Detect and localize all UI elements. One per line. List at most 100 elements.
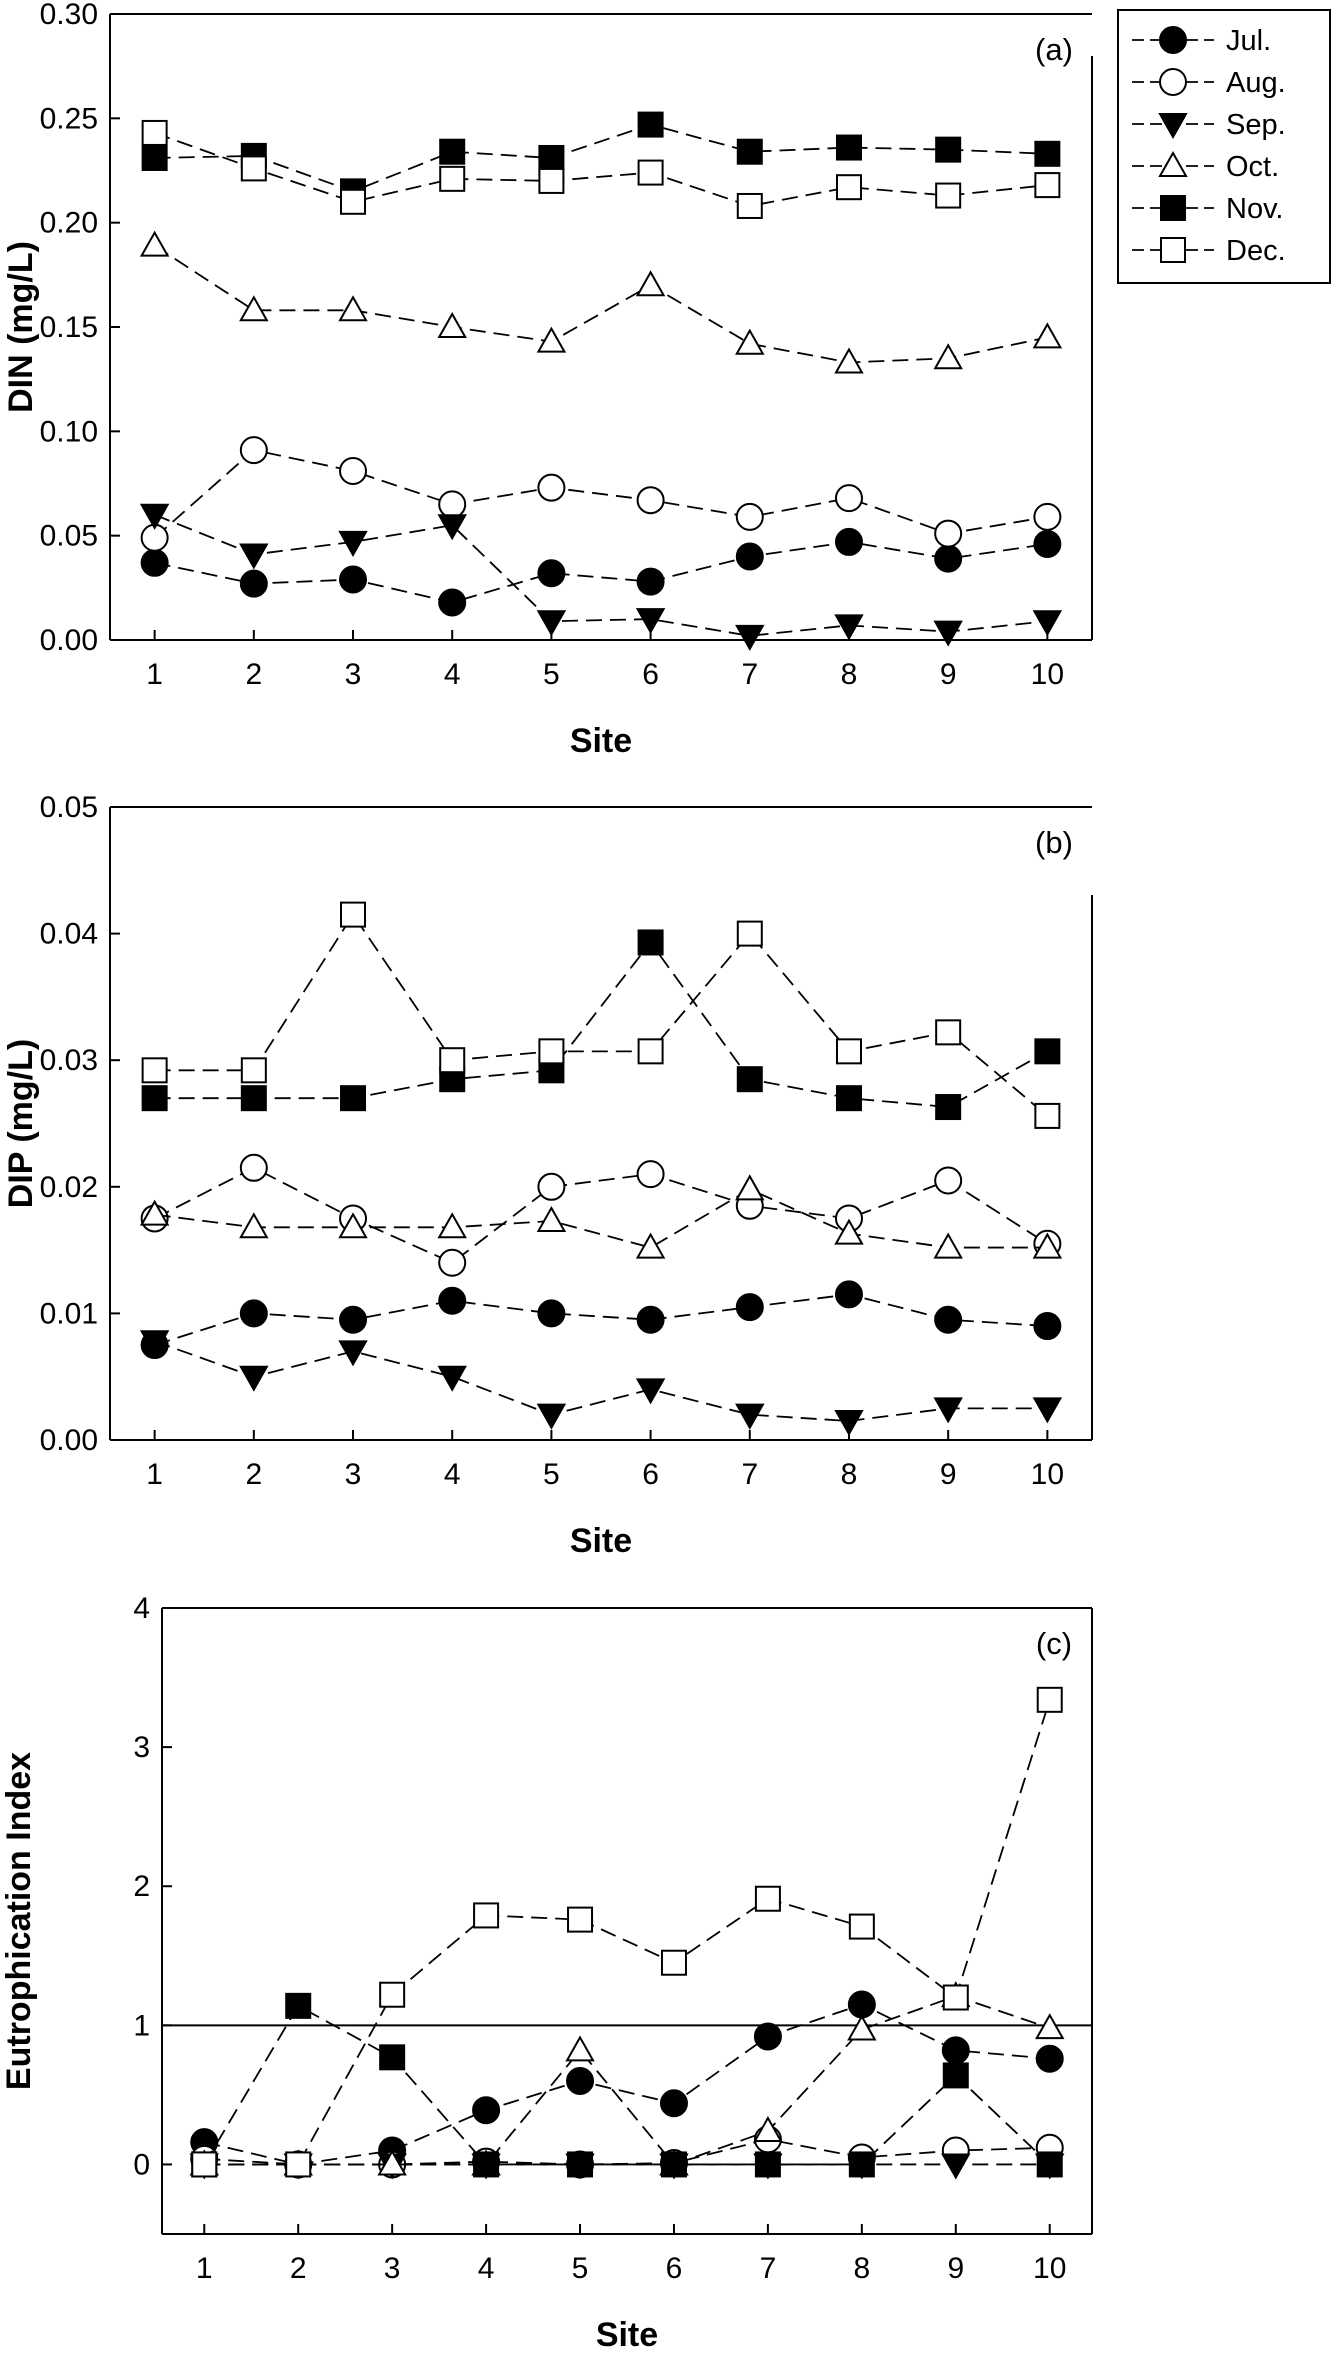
data-point — [141, 1085, 168, 1112]
data-point — [635, 1378, 666, 1405]
data-point — [736, 138, 763, 165]
data-point — [537, 1172, 566, 1201]
data-point — [191, 2151, 218, 2178]
data-point — [934, 519, 963, 548]
data-point — [239, 1153, 268, 1182]
data-point — [636, 567, 665, 596]
series-dec — [141, 119, 1061, 219]
data-point — [754, 1885, 781, 1912]
data-point — [835, 1085, 862, 1112]
data-point — [438, 1286, 467, 1315]
data-point — [141, 119, 168, 146]
data-point — [635, 608, 666, 635]
y-tick-label: 3 — [133, 1731, 150, 1764]
series-oct — [189, 1981, 1065, 2176]
series-sep — [189, 2153, 1065, 2180]
data-point — [848, 2151, 875, 2178]
series-jul — [140, 1280, 1062, 1360]
data-point — [239, 295, 269, 322]
series-line — [204, 2003, 1050, 2166]
y-tick-label: 0.04 — [40, 918, 98, 951]
data-point — [637, 929, 664, 956]
data-point — [1034, 1102, 1061, 1129]
data-point — [736, 192, 763, 219]
data-point — [438, 588, 467, 617]
data-point — [934, 1166, 963, 1195]
series-jul — [190, 1990, 1064, 2179]
series-line — [204, 1995, 1051, 2166]
y-tick-label: 0.03 — [40, 1044, 98, 1077]
x-tick-label: 9 — [940, 658, 957, 691]
x-tick-label: 9 — [947, 2252, 964, 2285]
data-point — [140, 548, 169, 577]
legend-label: Sep. — [1226, 109, 1286, 141]
data-point — [835, 134, 862, 161]
data-point — [338, 530, 368, 557]
data-point — [439, 165, 466, 192]
y-axis-title: DIN (mg/L) — [2, 241, 40, 413]
data-point — [1032, 1232, 1063, 1259]
data-point — [835, 174, 862, 201]
series-dec — [141, 901, 1061, 1129]
series-line — [154, 1293, 1048, 1346]
data-point — [565, 2035, 595, 2062]
data-point — [437, 514, 467, 541]
data-point — [636, 1160, 665, 1189]
data-point — [437, 311, 467, 338]
data-point — [847, 2014, 877, 2041]
legend-label: Nov. — [1226, 193, 1283, 225]
data-point — [141, 144, 168, 171]
data-point — [240, 1057, 267, 1084]
legend: Jul. Aug. Sep. Oct. Nov. Dec. — [1117, 9, 1331, 284]
data-point — [1032, 322, 1063, 349]
y-tick-label: 0.02 — [40, 1171, 98, 1204]
series-dec — [191, 1686, 1063, 2178]
data-point — [338, 1340, 368, 1367]
data-point — [338, 1212, 368, 1239]
data-point — [933, 1397, 963, 1424]
data-point — [735, 1174, 765, 1201]
x-axis-title: Site — [570, 722, 632, 760]
x-tick-label: 7 — [741, 1458, 758, 1491]
y-tick-label: 0.10 — [40, 415, 98, 448]
x-tick-label: 5 — [543, 1458, 560, 1491]
series-line — [154, 449, 1048, 539]
x-tick-label: 5 — [572, 2252, 589, 2285]
data-point — [567, 2151, 594, 2178]
data-point — [537, 473, 566, 502]
data-point — [834, 614, 864, 641]
x-tick-label: 2 — [245, 658, 262, 691]
x-tick-label: 1 — [146, 658, 163, 691]
data-point — [636, 486, 665, 515]
legend-entry: Aug. — [1132, 67, 1286, 99]
series-aug — [140, 1153, 1062, 1277]
series-line — [154, 123, 1048, 193]
series-line — [154, 541, 1048, 604]
data-point — [754, 2151, 781, 2178]
y-tick-label: 0.00 — [40, 624, 98, 657]
x-tick-label: 9 — [940, 1458, 957, 1491]
data-point — [338, 295, 368, 322]
data-point — [1032, 610, 1063, 637]
x-tick-label: 7 — [741, 658, 758, 691]
data-point — [659, 2089, 688, 2118]
data-point — [377, 2149, 407, 2176]
data-point — [567, 1906, 594, 1933]
plot-frame — [161, 1607, 1093, 2235]
legend-marker — [1160, 237, 1186, 263]
data-point — [736, 920, 763, 947]
data-point — [536, 1205, 567, 1232]
data-point — [834, 1410, 864, 1437]
chart-panel-c: 0 1 2 3 4 1 2 3 4 5 6 7 8 9 10 Site Eutrophication Index… — [0, 1592, 1093, 2354]
series-nov — [141, 929, 1061, 1121]
data-point — [285, 1992, 312, 2019]
data-point — [935, 1019, 962, 1046]
x-tick-label: 4 — [478, 2252, 495, 2285]
x-tick-label: 3 — [384, 2252, 401, 2285]
data-point — [1033, 1312, 1062, 1341]
legend-entry: Nov. — [1132, 193, 1283, 225]
data-point — [834, 1280, 863, 1309]
data-point — [735, 1403, 765, 1430]
data-point — [536, 610, 567, 637]
y-tick-label: 2 — [133, 1870, 150, 1903]
